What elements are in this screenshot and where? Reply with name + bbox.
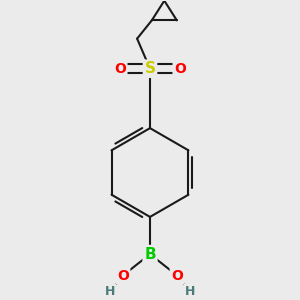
Text: H: H	[105, 285, 115, 298]
Text: O: O	[117, 268, 129, 283]
Text: B: B	[144, 247, 156, 262]
Text: O: O	[114, 62, 126, 76]
Text: O: O	[171, 268, 183, 283]
Text: S: S	[145, 61, 155, 76]
Text: O: O	[174, 62, 186, 76]
Text: H: H	[185, 285, 195, 298]
